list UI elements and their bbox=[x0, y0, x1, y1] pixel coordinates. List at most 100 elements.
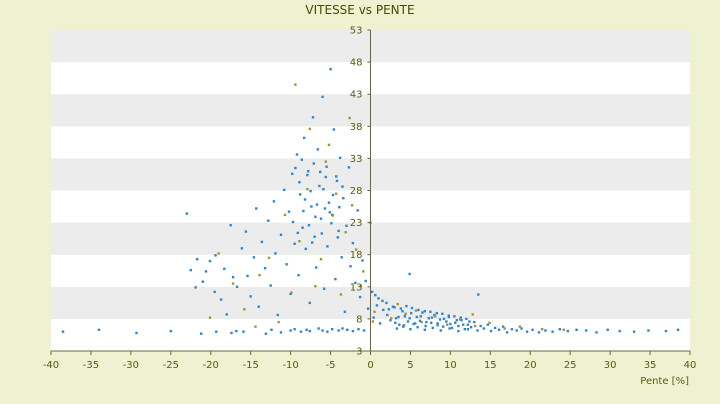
data-point bbox=[351, 329, 355, 333]
data-point bbox=[505, 331, 509, 334]
data-point bbox=[332, 128, 335, 131]
data-point bbox=[439, 329, 442, 332]
x-tick-label: 5 bbox=[407, 360, 413, 371]
data-point bbox=[544, 329, 547, 332]
data-point bbox=[503, 327, 506, 330]
data-point bbox=[291, 172, 294, 175]
data-point bbox=[231, 282, 235, 285]
data-point bbox=[423, 310, 426, 313]
x-tick-label: 30 bbox=[604, 360, 617, 371]
data-point bbox=[394, 321, 397, 324]
data-point bbox=[314, 215, 317, 218]
data-point bbox=[267, 219, 270, 222]
data-point bbox=[269, 284, 272, 287]
data-point bbox=[315, 203, 319, 206]
data-point bbox=[242, 330, 245, 333]
data-point bbox=[421, 311, 424, 314]
data-point bbox=[364, 279, 367, 283]
y-tick-label: 48 bbox=[350, 58, 363, 69]
data-point bbox=[436, 324, 439, 327]
data-point bbox=[449, 322, 452, 326]
data-point bbox=[135, 331, 138, 335]
data-points bbox=[61, 68, 680, 335]
data-point bbox=[372, 316, 375, 319]
data-point bbox=[431, 326, 434, 330]
data-point bbox=[308, 329, 311, 333]
data-point bbox=[324, 175, 327, 179]
data-point bbox=[337, 229, 340, 233]
data-point bbox=[469, 326, 473, 329]
data-point bbox=[270, 328, 273, 331]
x-tick-label: -30 bbox=[123, 360, 139, 371]
data-point bbox=[334, 277, 337, 281]
data-point bbox=[397, 315, 400, 319]
data-point bbox=[420, 320, 423, 324]
data-point bbox=[97, 328, 101, 331]
data-point bbox=[510, 328, 514, 331]
y-tick-label: 38 bbox=[350, 122, 363, 133]
data-point bbox=[382, 308, 385, 312]
data-point bbox=[378, 322, 382, 325]
data-point bbox=[406, 320, 410, 323]
data-point bbox=[169, 329, 172, 333]
data-point bbox=[343, 310, 347, 313]
data-point bbox=[300, 158, 303, 161]
data-point bbox=[235, 285, 239, 288]
data-point bbox=[386, 313, 389, 317]
data-point bbox=[279, 233, 283, 236]
data-point bbox=[322, 188, 325, 191]
data-point bbox=[424, 324, 427, 328]
data-point bbox=[433, 313, 436, 317]
data-point bbox=[249, 295, 252, 298]
data-point bbox=[303, 198, 307, 201]
data-point bbox=[331, 214, 335, 217]
data-point bbox=[489, 329, 493, 333]
data-point bbox=[562, 328, 565, 331]
data-point bbox=[493, 326, 497, 330]
data-point bbox=[477, 293, 480, 296]
data-point bbox=[488, 321, 491, 324]
data-point bbox=[454, 321, 457, 324]
data-point bbox=[515, 329, 518, 332]
data-point bbox=[447, 315, 450, 319]
data-point bbox=[402, 324, 406, 327]
data-point bbox=[460, 319, 463, 322]
data-point bbox=[418, 319, 422, 322]
data-point bbox=[371, 320, 375, 323]
x-tick-label: -35 bbox=[83, 360, 99, 371]
data-point bbox=[362, 329, 366, 332]
data-point bbox=[395, 327, 399, 330]
y-tick-label: 23 bbox=[350, 218, 363, 229]
data-point bbox=[471, 313, 474, 316]
data-point bbox=[340, 256, 343, 259]
data-point bbox=[676, 328, 680, 331]
y-tick-label: 3 bbox=[356, 347, 362, 358]
data-point bbox=[285, 263, 288, 266]
data-point bbox=[244, 230, 248, 233]
data-point bbox=[323, 287, 326, 290]
data-point bbox=[435, 311, 438, 315]
data-point bbox=[575, 328, 578, 331]
data-point bbox=[441, 312, 444, 315]
data-point bbox=[442, 325, 445, 328]
data-point bbox=[306, 188, 309, 191]
data-point bbox=[595, 331, 598, 334]
data-point bbox=[328, 211, 331, 214]
data-point bbox=[297, 274, 300, 277]
x-tick-label: -20 bbox=[203, 360, 219, 371]
data-point bbox=[313, 235, 316, 238]
data-point bbox=[447, 314, 450, 317]
data-point bbox=[347, 166, 351, 169]
data-point bbox=[294, 83, 297, 86]
y-tick-label: 53 bbox=[350, 26, 363, 37]
data-point bbox=[466, 323, 470, 326]
data-point bbox=[319, 170, 322, 174]
data-point bbox=[341, 185, 344, 188]
x-tick-label: -25 bbox=[163, 360, 179, 371]
data-point bbox=[327, 201, 331, 204]
y-tick-label: 8 bbox=[356, 314, 362, 325]
data-point bbox=[410, 306, 414, 310]
data-point bbox=[336, 236, 339, 239]
data-point bbox=[463, 328, 466, 331]
data-point bbox=[442, 317, 446, 321]
